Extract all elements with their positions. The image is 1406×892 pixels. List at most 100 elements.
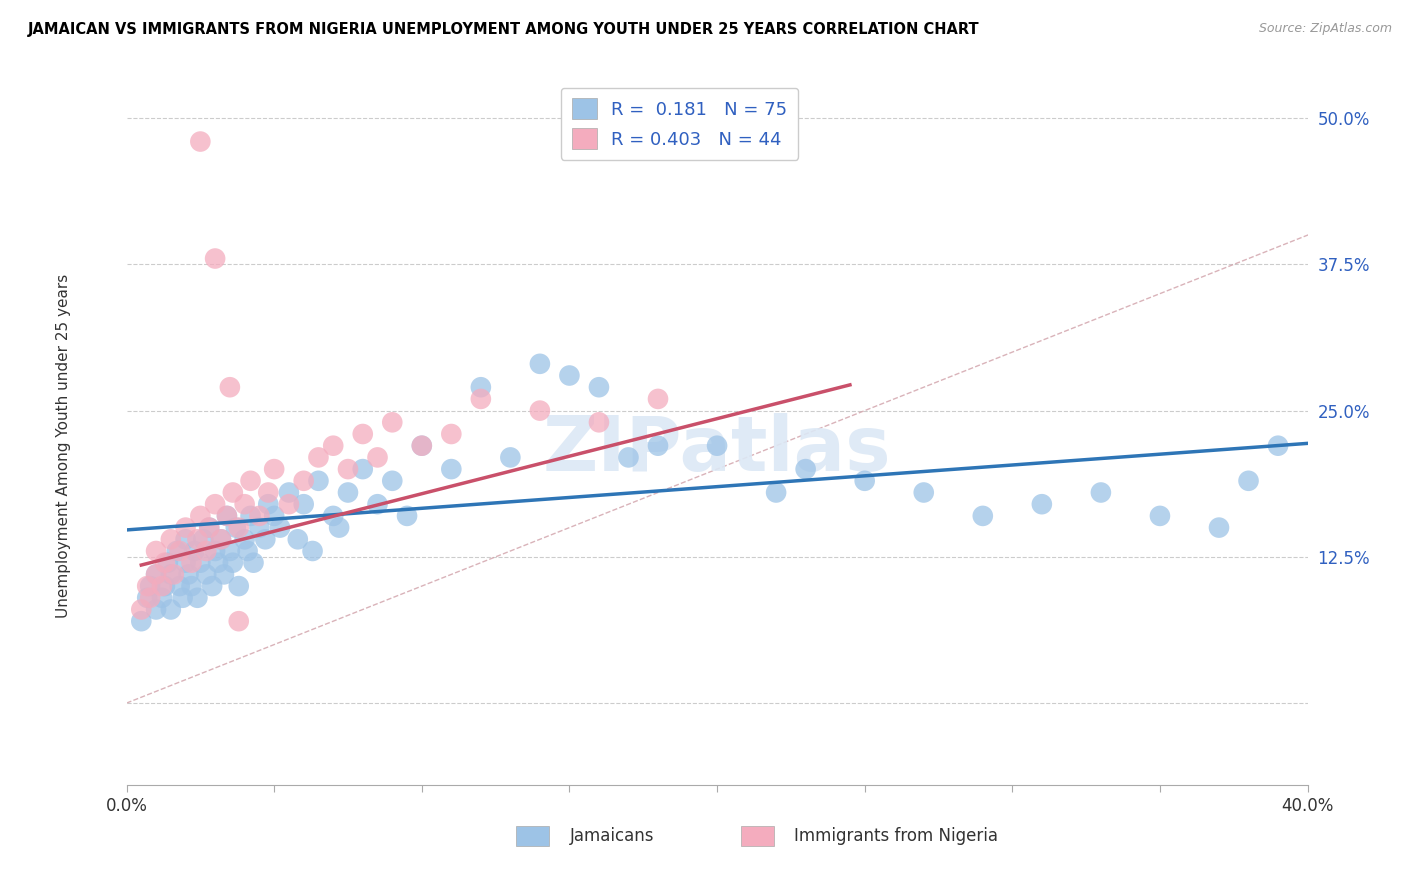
Point [145, 567, 167, 582]
Point [328, 520, 350, 534]
Point [972, 508, 994, 523]
Point [292, 474, 315, 488]
Point [183, 544, 205, 558]
Point [198, 520, 221, 534]
Point [558, 368, 581, 383]
Point [145, 544, 167, 558]
Point [1267, 439, 1289, 453]
Text: Immigrants from Nigeria: Immigrants from Nigeria [794, 828, 998, 846]
Point [337, 485, 360, 500]
Point [228, 520, 250, 534]
Point [853, 474, 876, 488]
Point [219, 380, 242, 394]
Point [195, 544, 218, 558]
Point [145, 567, 167, 582]
Point [367, 497, 389, 511]
Point [207, 556, 229, 570]
Point [242, 556, 264, 570]
Point [177, 567, 200, 582]
FancyBboxPatch shape [741, 826, 773, 846]
Point [588, 415, 610, 429]
Point [352, 462, 374, 476]
Point [129, 602, 153, 616]
Point [263, 462, 285, 476]
Point [172, 591, 194, 605]
Point [352, 427, 374, 442]
Point [174, 556, 197, 570]
Point [228, 579, 250, 593]
Point [209, 533, 232, 547]
Point [617, 450, 640, 465]
Point [440, 427, 463, 442]
Point [1208, 520, 1230, 534]
Point [278, 485, 301, 500]
Point [499, 450, 522, 465]
Point [322, 439, 344, 453]
Point [153, 579, 176, 593]
Point [219, 544, 242, 558]
Point [254, 533, 277, 547]
Point [287, 533, 309, 547]
Point [396, 508, 419, 523]
Point [215, 508, 238, 523]
Point [174, 520, 197, 534]
Point [222, 556, 245, 570]
Point [228, 614, 250, 628]
Point [1149, 508, 1171, 523]
Point [269, 520, 291, 534]
Point [239, 508, 262, 523]
Point [381, 474, 404, 488]
Point [156, 556, 179, 570]
Point [188, 556, 212, 570]
Point [129, 614, 153, 628]
Point [188, 135, 212, 149]
Point [209, 533, 232, 547]
Point [257, 485, 280, 500]
FancyBboxPatch shape [516, 826, 550, 846]
Point [322, 508, 344, 523]
Point [263, 508, 285, 523]
Point [1237, 474, 1260, 488]
Point [440, 462, 463, 476]
Point [367, 450, 389, 465]
Point [794, 462, 817, 476]
Point [257, 497, 280, 511]
Point [204, 544, 226, 558]
Point [145, 602, 167, 616]
Point [198, 520, 221, 534]
Point [139, 579, 162, 593]
Text: Unemployment Among Youth under 25 years: Unemployment Among Youth under 25 years [56, 274, 70, 618]
Point [233, 497, 256, 511]
Point [1090, 485, 1112, 500]
Point [278, 497, 301, 511]
Point [470, 392, 492, 406]
Point [174, 533, 197, 547]
Point [150, 579, 173, 593]
Point [180, 579, 202, 593]
Point [186, 591, 208, 605]
Point [180, 556, 202, 570]
Point [647, 392, 669, 406]
Point [588, 380, 610, 394]
Text: ZIPatlas: ZIPatlas [543, 413, 891, 486]
Point [912, 485, 935, 500]
Point [239, 474, 262, 488]
Point [1031, 497, 1053, 511]
Point [215, 508, 238, 523]
Point [411, 439, 433, 453]
Point [301, 544, 323, 558]
Point [204, 252, 226, 266]
Point [160, 602, 183, 616]
Text: JAMAICAN VS IMMIGRANTS FROM NIGERIA UNEMPLOYMENT AMONG YOUTH UNDER 25 YEARS CORR: JAMAICAN VS IMMIGRANTS FROM NIGERIA UNEM… [28, 22, 980, 37]
Point [169, 544, 191, 558]
Point [136, 579, 159, 593]
Point [193, 533, 215, 547]
Point [233, 533, 256, 547]
Point [204, 497, 226, 511]
Text: Source: ZipAtlas.com: Source: ZipAtlas.com [1258, 22, 1392, 36]
Point [160, 567, 183, 582]
Legend: R =  0.181   N = 75, R = 0.403   N = 44: R = 0.181 N = 75, R = 0.403 N = 44 [561, 87, 799, 160]
Point [381, 415, 404, 429]
Point [153, 556, 176, 570]
Point [236, 544, 259, 558]
